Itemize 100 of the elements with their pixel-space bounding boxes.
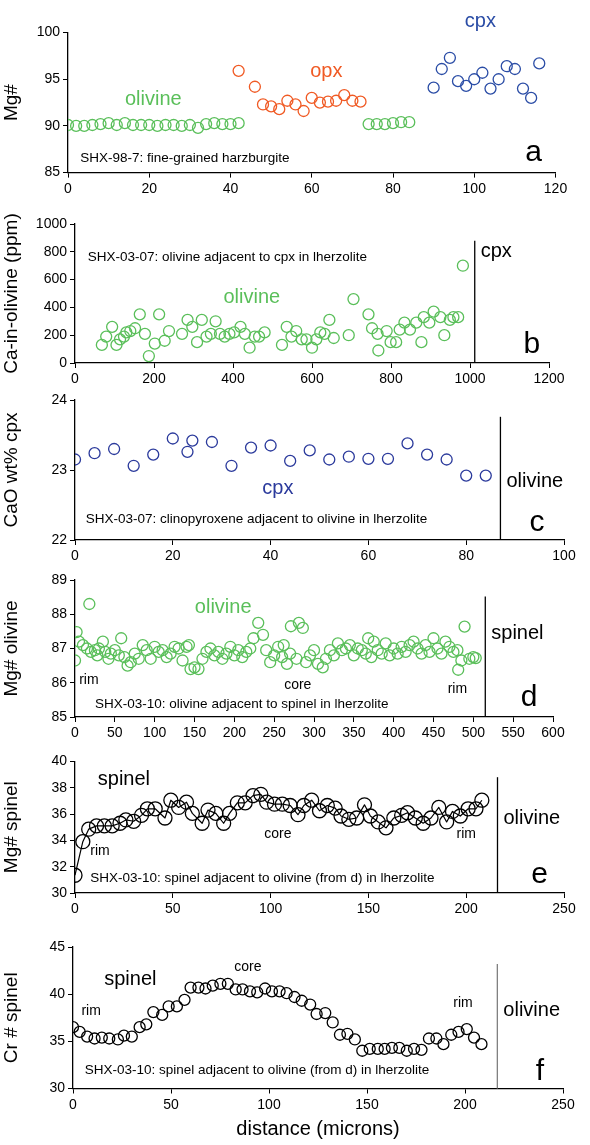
annotation: SHX-03-10: spinel adjacent to olivine (from d) in lherzolite (90, 870, 435, 886)
point (281, 94, 294, 107)
point (78, 119, 91, 133)
annotation: core (284, 676, 312, 693)
point (199, 117, 213, 131)
point (265, 985, 279, 998)
point (362, 117, 375, 131)
point (280, 987, 293, 1000)
point (205, 435, 219, 449)
point (229, 983, 242, 996)
y-tick-label: 89 (51, 570, 68, 587)
x-tick-label: 0 (71, 724, 80, 741)
y-tick-label: 85 (51, 707, 68, 724)
point (264, 439, 277, 452)
x-axis-title: distance (microns) (236, 1116, 400, 1139)
point (140, 1018, 153, 1031)
point (370, 814, 386, 830)
series-label: spinel (97, 767, 151, 790)
point (323, 453, 336, 466)
y-tick-label: 35 (49, 1032, 66, 1049)
point (423, 810, 439, 826)
point (468, 801, 484, 817)
point (81, 821, 97, 837)
point (175, 119, 188, 133)
point (508, 62, 522, 76)
point (460, 469, 473, 482)
point (133, 1021, 146, 1034)
point (304, 998, 317, 1011)
annotation: rim (453, 994, 473, 1011)
point (232, 64, 245, 78)
annotation: core (264, 824, 292, 841)
point (88, 818, 105, 834)
point (321, 95, 335, 108)
annotation: SHX-03-07: olivine adjacent to cpx in lherzolite (87, 249, 367, 265)
point (393, 1041, 406, 1055)
y-tick-label: 85 (44, 163, 61, 180)
point (191, 121, 205, 134)
point (452, 808, 468, 824)
point (422, 1032, 436, 1045)
point (311, 803, 328, 819)
x-tick-label: 20 (165, 547, 181, 564)
x-tick-label: 550 (501, 724, 526, 741)
point (216, 815, 232, 831)
point (102, 116, 115, 130)
series-label: olivine (124, 87, 182, 110)
point (329, 94, 343, 107)
y-tick-label: 40 (49, 985, 66, 1002)
point (327, 800, 343, 816)
x-tick-label: 600 (541, 724, 565, 741)
x-tick-label: 100 (552, 547, 576, 564)
y-tick-label: 87 (51, 639, 68, 656)
point (289, 98, 302, 111)
x-tick-label: 80 (458, 547, 475, 564)
y-tick-label: 45 (49, 937, 66, 954)
y-tick-label: 38 (51, 778, 68, 795)
point (431, 799, 447, 816)
annotation: a (525, 134, 543, 168)
point (266, 796, 283, 812)
point (381, 452, 395, 465)
y-axis-title: Ca-in-olivine (ppm) (0, 213, 21, 374)
point (181, 445, 194, 458)
x-tick-label: 60 (303, 179, 320, 196)
y-tick-label: 23 (51, 460, 68, 477)
point (440, 453, 453, 466)
x-tick-label: 150 (355, 1095, 379, 1112)
x-tick-label: 600 (300, 370, 324, 387)
point (248, 80, 262, 93)
point (237, 795, 253, 811)
point (444, 803, 461, 820)
series-label: cpx (262, 475, 294, 498)
annotation: f (535, 1052, 545, 1086)
point (73, 1025, 86, 1039)
point (75, 834, 91, 850)
y-axis-title: Mg# olivine (0, 600, 21, 697)
x-tick-label: 200 (454, 900, 479, 917)
x-tick-label: 120 (543, 179, 568, 196)
point (403, 116, 416, 129)
x-tick-label: 200 (222, 724, 247, 741)
point (484, 82, 497, 95)
point (468, 73, 481, 86)
point (430, 1032, 443, 1045)
x-tick-label: 80 (385, 179, 401, 196)
point (118, 812, 134, 828)
point (394, 116, 408, 129)
point (427, 81, 440, 94)
point (117, 1029, 131, 1042)
x-tick-label: 100 (258, 900, 283, 917)
point (88, 447, 101, 460)
point (516, 82, 530, 95)
y-tick-label: 30 (51, 883, 68, 900)
point (479, 469, 492, 482)
y-tick-label: 22 (51, 530, 68, 547)
point (236, 983, 249, 996)
point (104, 818, 120, 834)
point (467, 1031, 481, 1044)
point (290, 807, 306, 823)
point (245, 787, 261, 804)
x-tick-label: 40 (222, 179, 239, 196)
point (221, 977, 234, 990)
point (183, 118, 197, 132)
